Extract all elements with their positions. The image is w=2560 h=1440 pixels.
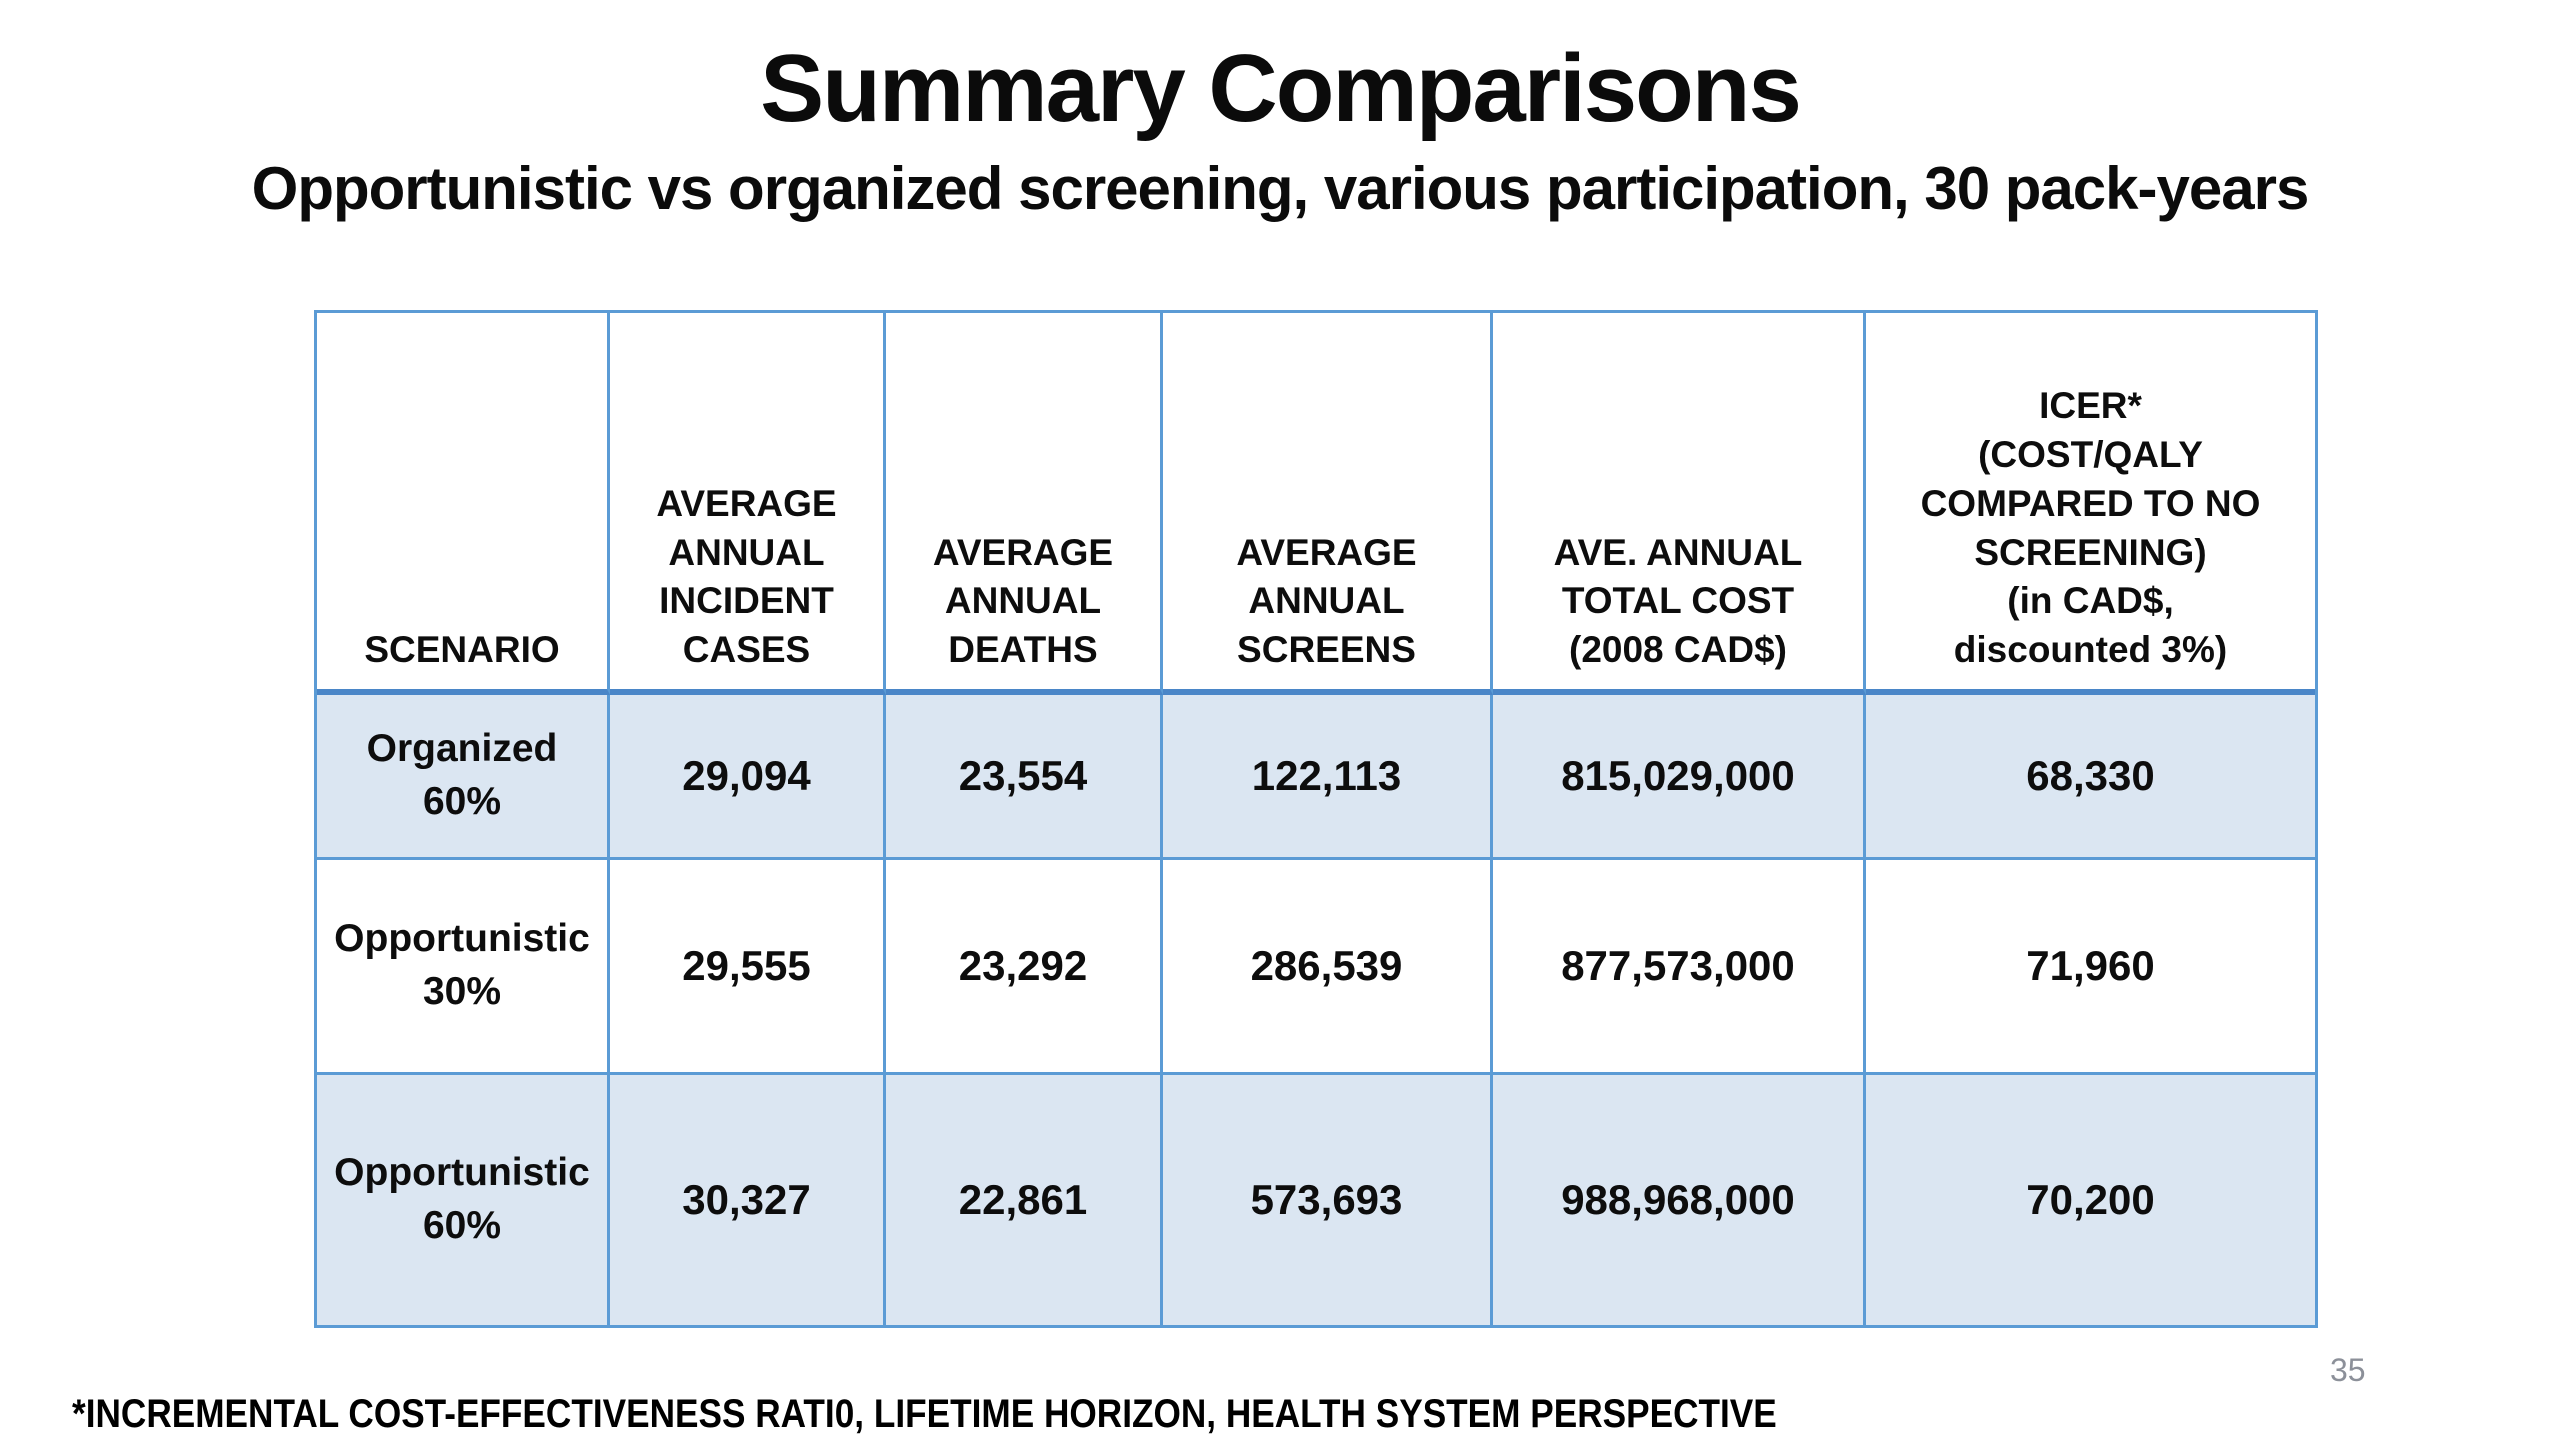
row1-scenario-cell: Organized 60% <box>317 695 610 860</box>
header-cell-deaths: AVERAGE ANNUAL DEATHS <box>886 313 1163 695</box>
row3-screens-cell: 573,693 <box>1163 1075 1493 1325</box>
row2-total-cost-cell: 877,573,000 <box>1493 860 1866 1075</box>
header-cell-screens: AVERAGE ANNUAL SCREENS <box>1163 313 1493 695</box>
page-number: 35 <box>2330 1352 2366 1388</box>
row2-screens-cell: 286,539 <box>1163 860 1493 1075</box>
header-cell-icer: ICER* (COST/QALY COMPARED TO NO SCREENIN… <box>1866 313 2315 695</box>
row2-icer-cell: 71,960 <box>1866 860 2315 1075</box>
slide-subtitle: Opportunistic vs organized screening, va… <box>251 155 2310 222</box>
row2-deaths-cell: 23,292 <box>886 860 1163 1075</box>
row2-incident-cases-cell: 29,555 <box>610 860 886 1075</box>
footnote: *INCREMENTAL COST-EFFECTIVENESS RATI0, L… <box>72 1392 1777 1436</box>
row1-total-cost-cell: 815,029,000 <box>1493 695 1866 860</box>
row1-incident-cases-cell: 29,094 <box>610 695 886 860</box>
row3-total-cost-cell: 988,968,000 <box>1493 1075 1866 1325</box>
header-cell-scenario: SCENARIO <box>317 313 610 695</box>
row3-incident-cases-cell: 30,327 <box>610 1075 886 1325</box>
header-cell-total-cost: AVE. ANNUAL TOTAL COST (2008 CAD$) <box>1493 313 1866 695</box>
row1-icer-cell: 68,330 <box>1866 695 2315 860</box>
row3-deaths-cell: 22,861 <box>886 1075 1163 1325</box>
comparison-table: SCENARIO AVERAGE ANNUAL INCIDENT CASES A… <box>314 310 2318 1328</box>
row3-scenario-cell: Opportunistic 60% <box>317 1075 610 1325</box>
row1-deaths-cell: 23,554 <box>886 695 1163 860</box>
row2-scenario-cell: Opportunistic 30% <box>317 860 610 1075</box>
row3-icer-cell: 70,200 <box>1866 1075 2315 1325</box>
row1-screens-cell: 122,113 <box>1163 695 1493 860</box>
slide-title: Summary Comparisons <box>760 35 1802 142</box>
header-cell-incident-cases: AVERAGE ANNUAL INCIDENT CASES <box>610 313 886 695</box>
